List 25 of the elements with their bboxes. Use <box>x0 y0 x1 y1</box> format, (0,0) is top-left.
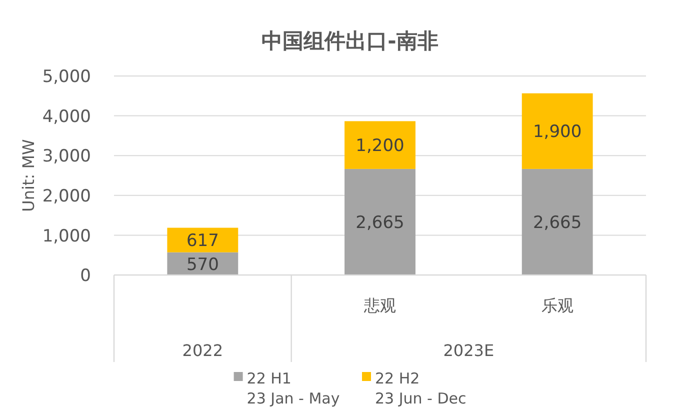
y-tick-label: 5,000 <box>42 67 91 88</box>
text: 2022 <box>182 340 224 360</box>
text: 2023E <box>443 340 494 360</box>
data-label: 2,665 <box>356 213 404 234</box>
bar <box>344 121 416 169</box>
bar <box>167 228 238 252</box>
data-label: 1,200 <box>356 136 404 156</box>
chart-title: 中国组件出口-南非 <box>262 29 438 53</box>
bar <box>522 168 593 275</box>
y-tick-label: 2,000 <box>42 186 91 207</box>
data-label: 1,900 <box>532 122 582 142</box>
legend-label: 22 H2 23 Jun - Dec <box>375 369 466 408</box>
legend-label: 22 H1 23 Jan - May <box>246 369 340 408</box>
data-label: 570 <box>186 254 219 275</box>
x-tick-label: 悲观 <box>363 296 396 315</box>
bar <box>344 168 416 275</box>
x-tick-label: 乐观 <box>541 296 574 315</box>
data-label: 2,665 <box>532 213 582 234</box>
y-tick-label: 0 <box>80 266 91 286</box>
y-axis-title: Unit: MW <box>19 138 38 212</box>
y-tick-label: 4,000 <box>42 106 91 127</box>
data-label: 617 <box>186 231 219 252</box>
y-tick-label: 1,000 <box>42 226 91 246</box>
bar <box>522 93 593 169</box>
y-tick-label: 3,000 <box>42 146 91 167</box>
